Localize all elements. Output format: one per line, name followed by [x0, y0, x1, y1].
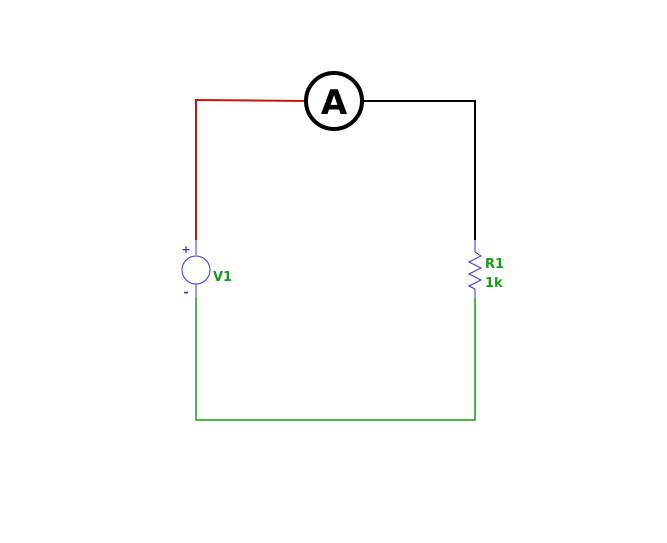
source-minus-sign: - [184, 285, 189, 299]
wire-black[interactable] [362, 100, 476, 240]
wire-green[interactable] [195, 298, 476, 421]
voltage-source-v1[interactable]: + - V1 [181, 240, 232, 299]
resistor-value: 1k [485, 276, 503, 291]
wire-red[interactable] [195, 98, 307, 240]
ammeter[interactable]: A [304, 71, 364, 131]
resistor-r1[interactable]: R1 1k [467, 240, 504, 298]
source-plus-sign: + [181, 243, 190, 256]
source-label: V1 [213, 270, 232, 285]
resistor-zigzag [467, 251, 483, 290]
ammeter-circle [304, 71, 364, 131]
ammeter-symbol: A [321, 83, 348, 123]
resistor-name: R1 [485, 257, 504, 272]
source-circle [181, 255, 211, 285]
